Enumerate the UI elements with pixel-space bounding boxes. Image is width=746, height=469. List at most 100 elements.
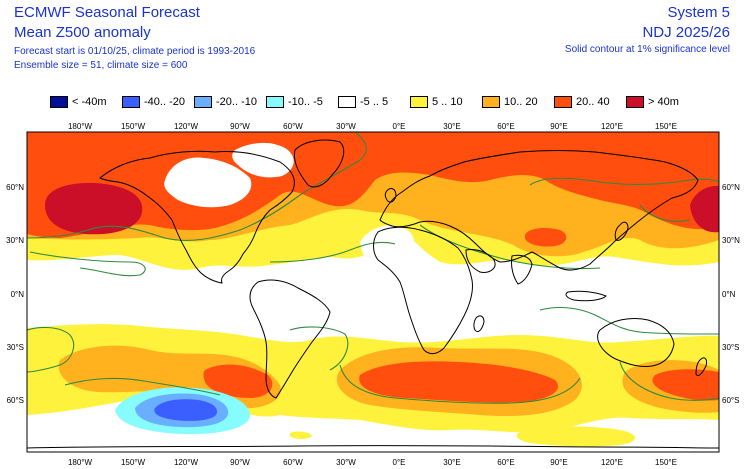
lat-label: 0°N (722, 290, 736, 299)
anomaly-5-10 (516, 426, 635, 447)
lon-label: 60°E (497, 458, 514, 467)
legend-item: -10.. -5 (266, 94, 323, 110)
lon-labels-bottom: 180°W 150°W 120°W 90°W 60°W 30°W 0°E 30°… (68, 458, 677, 467)
lon-label: 30°W (336, 458, 356, 467)
contour-line (289, 326, 349, 371)
coast-japan (614, 221, 629, 241)
anomaly-near-zero (232, 142, 294, 178)
lat-label: 30°N (6, 236, 24, 245)
lon-label: 30°E (443, 122, 460, 131)
anomaly-20-40 (359, 361, 559, 403)
coast-greenland (293, 139, 345, 188)
lon-label: 90°E (550, 122, 567, 131)
legend-label: -40.. -20 (144, 96, 185, 108)
contour-line (29, 251, 146, 277)
anomaly-gt-40 (45, 182, 143, 235)
legend-swatch (626, 96, 644, 108)
legend-label: -5 .. 5 (360, 96, 389, 108)
legend-label: 10.. 20 (504, 96, 538, 108)
anomaly-gt-40 (690, 185, 719, 233)
legend-swatch (266, 96, 284, 108)
legend-swatch (410, 96, 428, 108)
anomaly-5-10 (290, 431, 312, 439)
anomaly-20-40 (203, 364, 273, 398)
lon-label: 150°W (121, 458, 146, 467)
forecast-info: Forecast start is 01/10/25, climate peri… (14, 46, 256, 57)
lon-label: 30°E (443, 458, 460, 467)
legend-swatch (194, 96, 212, 108)
map-frame (26, 131, 720, 453)
contour-line (539, 306, 719, 335)
lat-label: 60°S (7, 396, 24, 405)
contour-line (27, 132, 367, 241)
coast-south-america (249, 279, 331, 399)
lon-labels-top: 180°W 150°W 120°W 90°W 60°W 30°W 0°E 30°… (68, 122, 677, 131)
coast-uk (384, 188, 397, 203)
chart-subtitle: Mean Z500 anomaly (14, 24, 151, 41)
anomaly-near-zero (164, 157, 252, 208)
lon-label: 120°W (174, 122, 199, 131)
legend-label: < -40m (72, 96, 107, 108)
system-label: System 5 (667, 4, 730, 21)
contour-line (339, 364, 581, 404)
anomaly-field (27, 132, 719, 452)
lat-label: 30°S (722, 343, 739, 352)
coast-australia (597, 317, 675, 367)
legend-swatch (122, 96, 140, 108)
lon-label: 60°W (283, 458, 303, 467)
legend-label: -20.. -10 (216, 96, 257, 108)
coast-north-america (99, 150, 295, 284)
coast-arabia (465, 249, 496, 273)
lon-label: 180°W (68, 122, 93, 131)
lon-label: 0°E (393, 458, 406, 467)
coastlines (27, 139, 719, 449)
lat-labels-left: 60°N 30°N 0°N 30°S 60°S (6, 183, 24, 405)
anomaly-map: 180°W 150°W 120°W 90°W 60°W 30°W 0°E 30°… (6, 122, 740, 467)
lon-label: 90°W (230, 458, 250, 467)
legend-swatch (482, 96, 500, 108)
anomaly-near-zero (360, 225, 415, 269)
lon-label: 150°E (655, 458, 677, 467)
contour-line (64, 377, 221, 396)
anomaly-20-40 (524, 227, 567, 247)
coast-eurasia (379, 150, 699, 271)
legend-swatch (50, 96, 68, 108)
period-label: NDJ 2025/26 (642, 24, 730, 41)
legend-label: -10.. -5 (288, 96, 323, 108)
legend-item: 5 .. 10 (410, 94, 463, 110)
legend-swatch (338, 96, 356, 108)
legend-item: < -40m (50, 94, 107, 110)
lon-label: 60°W (283, 122, 303, 131)
lon-label: 0°E (393, 122, 406, 131)
lat-label: 30°N (722, 236, 740, 245)
lon-label: 30°W (336, 122, 356, 131)
anomaly-minus-20-40 (154, 399, 218, 421)
lat-labels-right: 60°N 30°N 0°N 30°S 60°S (722, 183, 740, 405)
legend-item: -5 .. 5 (338, 94, 388, 110)
legend-label: 20.. 40 (576, 96, 610, 108)
legend-swatch (554, 96, 572, 108)
anomaly-10-20 (499, 197, 601, 257)
legend: < -40m -40.. -20 -20.. -10 -10.. -5 -5 .… (50, 94, 710, 110)
coast-madagascar (473, 315, 485, 333)
legend-item: 20.. 40 (554, 94, 610, 110)
chart-title: ECMWF Seasonal Forecast (14, 4, 200, 21)
lon-label: 90°W (230, 122, 250, 131)
anomaly-near-zero (436, 266, 719, 321)
ensemble-info: Ensemble size = 51, climate size = 600 (14, 60, 188, 71)
lon-label: 90°E (550, 458, 567, 467)
lon-label: 120°W (174, 458, 199, 467)
contour-line (529, 177, 719, 186)
legend-label: 5 .. 10 (432, 96, 463, 108)
legend-item: 10.. 20 (482, 94, 538, 110)
lon-label: 150°W (121, 122, 146, 131)
legend-item: -20.. -10 (194, 94, 257, 110)
legend-item: > 40m (626, 94, 679, 110)
coast-indonesia (565, 290, 607, 302)
coast-india (511, 254, 533, 285)
lat-label: 0°N (11, 290, 25, 299)
coast-new-zealand (695, 357, 707, 377)
lon-label: 150°E (655, 122, 677, 131)
lon-label: 120°E (601, 458, 623, 467)
legend-item: -40.. -20 (122, 94, 185, 110)
